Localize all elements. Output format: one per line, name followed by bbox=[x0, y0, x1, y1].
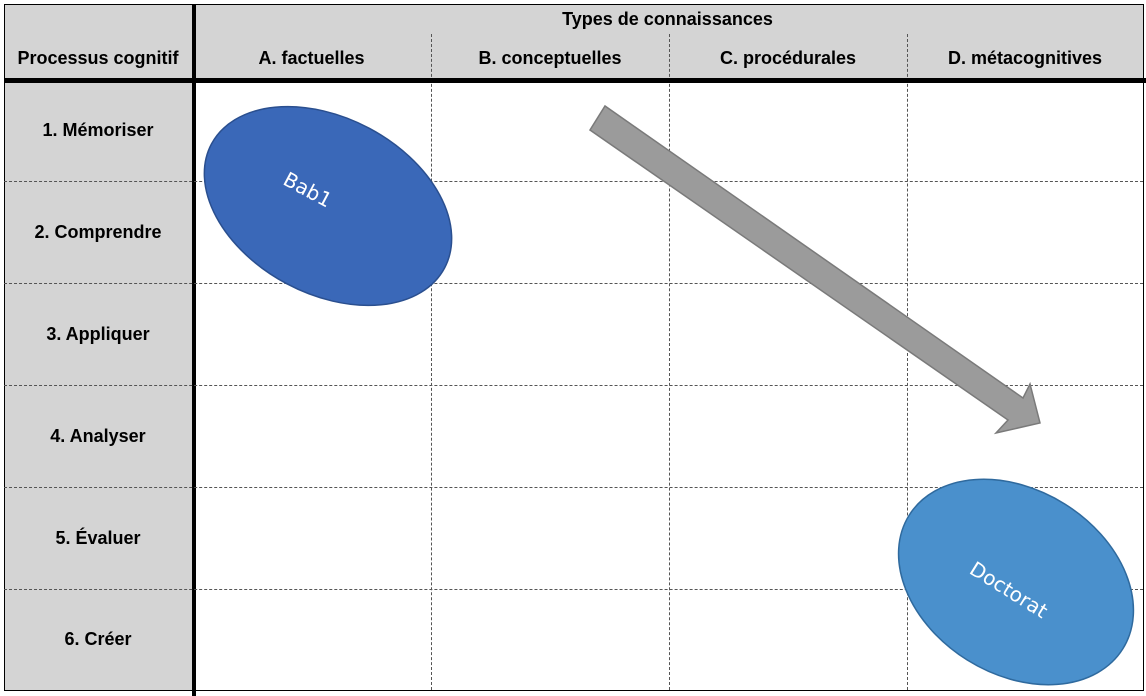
row-label-appliquer: 3. Appliquer bbox=[46, 323, 150, 344]
progression-arrow bbox=[588, 104, 1041, 435]
row-divider bbox=[4, 181, 1143, 182]
column-header-d: D. métacognitives bbox=[947, 47, 1103, 68]
row-divider bbox=[4, 487, 1143, 488]
row-label-comprendre: 2. Comprendre bbox=[34, 221, 162, 242]
row-label-evaluer: 5. Évaluer bbox=[55, 527, 141, 548]
header-divider bbox=[4, 78, 1146, 83]
row-header-background bbox=[4, 78, 192, 690]
row-header-title: Processus cognitif bbox=[17, 47, 179, 68]
column-header-c: C. procédurales bbox=[719, 47, 857, 68]
table-border bbox=[4, 4, 1144, 691]
bab1-ellipse bbox=[203, 105, 453, 307]
row-divider bbox=[4, 385, 1143, 386]
doctorat-ellipse bbox=[897, 478, 1135, 686]
column-header-b: B. conceptuelles bbox=[478, 47, 622, 68]
column-header-a: A. factuelles bbox=[258, 47, 365, 68]
column-divider bbox=[669, 34, 670, 690]
row-divider bbox=[4, 283, 1143, 284]
row-label-creer: 6. Créer bbox=[64, 629, 132, 649]
column-divider bbox=[431, 34, 432, 690]
row-divider bbox=[4, 589, 1143, 590]
group-header: Types de connaissances bbox=[562, 8, 773, 29]
row-label-analyser: 4. Analyser bbox=[50, 425, 146, 446]
column-divider bbox=[907, 34, 908, 690]
row-label-memoriser: 1. Mémoriser bbox=[42, 120, 154, 140]
